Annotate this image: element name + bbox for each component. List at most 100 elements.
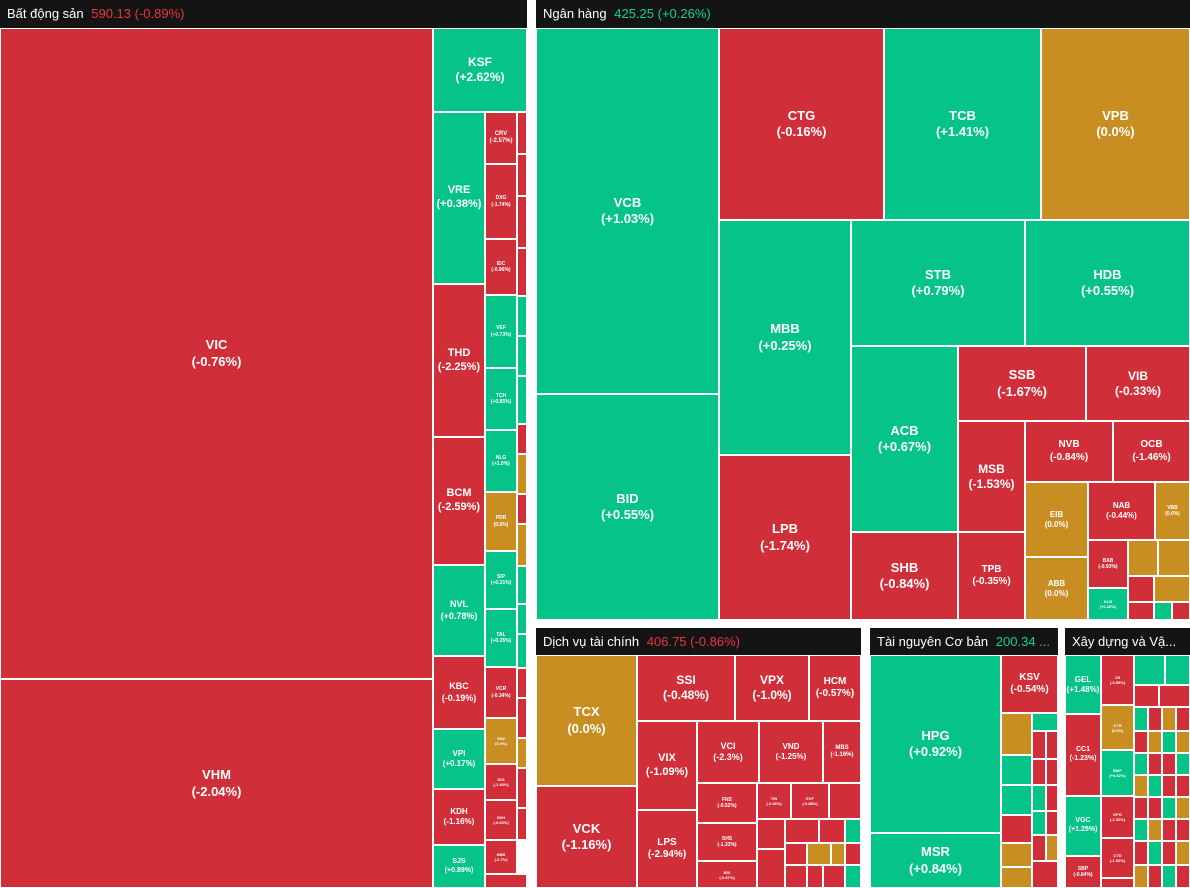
tile-ssh[interactable]: SSH (-0.63%) (485, 800, 517, 840)
tile-abb[interactable]: ABB (0.0%) (1025, 557, 1088, 620)
minor-tile[interactable] (831, 843, 845, 865)
minor-tile[interactable] (1032, 731, 1046, 759)
sector-header[interactable]: Dịch vụ tài chính 406.75 (-0.86%) (536, 628, 861, 656)
minor-tile[interactable] (1148, 731, 1162, 753)
minor-tile[interactable] (1176, 731, 1190, 753)
minor-tile[interactable] (1134, 731, 1148, 753)
minor-tile[interactable] (517, 566, 527, 604)
minor-tile[interactable] (1176, 865, 1190, 888)
minor-tile[interactable] (1046, 731, 1058, 759)
tile-shs[interactable]: SHS (-1.33%) (697, 823, 757, 861)
tile-snz[interactable]: SNZ (0.0%) (485, 718, 517, 764)
tile-dxg[interactable]: DXG (-1.74%) (485, 164, 517, 239)
tile-eib[interactable]: EIB (0.0%) (1025, 482, 1088, 557)
minor-tile[interactable] (1176, 775, 1190, 797)
minor-tile[interactable] (517, 376, 527, 424)
tile-lpb[interactable]: LPB (-1.74%) (719, 455, 851, 620)
minor-tile[interactable] (1162, 865, 1176, 888)
minor-tile[interactable] (1046, 785, 1058, 811)
tile-vci[interactable]: VCI (-2.3%) (697, 721, 759, 783)
sector-header[interactable]: Tài nguyên Cơ bản 200.34 ... (870, 628, 1058, 656)
tile-klb[interactable]: KLB (+0.28%) (1088, 588, 1128, 620)
minor-tile[interactable] (517, 248, 527, 296)
tile-cii[interactable]: CII (-0.55%) (1101, 655, 1134, 705)
tile-sip[interactable]: SIP (+0.21%) (485, 551, 517, 609)
minor-tile[interactable] (1001, 785, 1032, 815)
tile-kdh[interactable]: KDH (-1.16%) (433, 789, 485, 845)
tile-tch[interactable]: TCH (+0.85%) (485, 368, 517, 430)
minor-tile[interactable] (1176, 797, 1190, 819)
minor-tile[interactable] (1148, 819, 1162, 841)
tile-ocb[interactable]: OCB (-1.46%) (1113, 421, 1190, 482)
tile-vhm[interactable]: VHM (-2.04%) (0, 679, 433, 888)
tile-dig[interactable]: DIG (-1.44%) (485, 764, 517, 800)
tile-vic[interactable]: VIC (-0.76%) (0, 28, 433, 679)
minor-tile[interactable] (1032, 861, 1058, 888)
minor-tile[interactable] (807, 843, 831, 865)
tile-idc[interactable]: IDC (-0.96%) (485, 239, 517, 295)
minor-tile[interactable] (1176, 753, 1190, 775)
minor-tile[interactable] (1134, 707, 1148, 731)
minor-tile[interactable] (1001, 867, 1032, 888)
tile-msr[interactable]: MSR (+0.84%) (870, 833, 1001, 888)
minor-tile[interactable] (1128, 576, 1154, 602)
minor-tile[interactable] (1046, 759, 1058, 785)
tile-tpb[interactable]: TPB (-0.35%) (958, 532, 1025, 620)
tile-tcx[interactable]: TCX (0.0%) (536, 655, 637, 786)
tile-ssb[interactable]: SSB (-1.67%) (958, 346, 1086, 421)
minor-tile[interactable] (1158, 540, 1190, 576)
minor-tile[interactable] (1128, 602, 1154, 620)
tile-vpx[interactable]: VPX (-1.0%) (735, 655, 809, 721)
minor-tile[interactable] (1154, 602, 1172, 620)
minor-tile[interactable] (1101, 878, 1134, 888)
minor-tile[interactable] (1032, 785, 1046, 811)
minor-tile[interactable] (517, 604, 527, 634)
tile-shb[interactable]: SHB (-0.84%) (851, 532, 958, 620)
minor-tile[interactable] (517, 424, 527, 454)
minor-tile[interactable] (517, 698, 527, 738)
tile-ssi[interactable]: SSI (-0.48%) (637, 655, 735, 721)
tile-vre[interactable]: VRE (+0.38%) (433, 112, 485, 284)
tile-nab[interactable]: NAB (-0.44%) (1088, 482, 1155, 540)
minor-tile[interactable] (1046, 811, 1058, 835)
tile-gel[interactable]: GEL (+1.48%) (1065, 655, 1101, 714)
minor-tile[interactable] (1032, 759, 1046, 785)
tile-nbb[interactable]: NBB (-0.7%) (485, 840, 517, 874)
minor-tile[interactable] (517, 112, 527, 154)
minor-tile[interactable] (1162, 731, 1176, 753)
tile-vcr[interactable]: VCR (-0.34%) (485, 667, 517, 718)
tile-bmp[interactable]: BMP (+0.62%) (1101, 750, 1134, 796)
tile-bab[interactable]: BAB (-0.93%) (1088, 540, 1128, 588)
minor-tile[interactable] (845, 865, 861, 888)
tile-hdb[interactable]: HDB (+0.55%) (1025, 220, 1190, 346)
minor-tile[interactable] (517, 808, 527, 840)
minor-tile[interactable] (1148, 775, 1162, 797)
minor-tile[interactable] (1176, 819, 1190, 841)
tile-ksf[interactable]: KSF (+2.62%) (433, 28, 527, 112)
tile-vbb[interactable]: VBB (0.0%) (1155, 482, 1190, 540)
minor-tile[interactable] (1176, 707, 1190, 731)
tile-vgc[interactable]: VGC (+1.25%) (1065, 796, 1101, 856)
minor-tile[interactable] (785, 819, 819, 843)
tile-tcb[interactable]: TCB (+1.41%) (884, 28, 1041, 220)
minor-tile[interactable] (829, 783, 861, 819)
tile-bsi[interactable]: BSI (-0.67%) (697, 861, 757, 888)
minor-tile[interactable] (1134, 797, 1148, 819)
minor-tile[interactable] (1001, 755, 1032, 785)
tile-kbc[interactable]: KBC (-0.19%) (433, 656, 485, 729)
minor-tile[interactable] (1162, 707, 1176, 731)
minor-tile[interactable] (517, 296, 527, 336)
minor-tile[interactable] (485, 874, 527, 888)
tile-thd[interactable]: THD (-2.25%) (433, 284, 485, 437)
tile-sbp[interactable]: SBP (-0.64%) (1065, 856, 1101, 888)
tile-sjs[interactable]: SJS (+0.89%) (433, 845, 485, 888)
minor-tile[interactable] (845, 819, 861, 843)
tile-tal[interactable]: TAL (+0.35%) (485, 609, 517, 667)
tile-vck[interactable]: VCK (-1.16%) (536, 786, 637, 888)
minor-tile[interactable] (807, 865, 823, 888)
tile-vib[interactable]: VIB (-0.33%) (1086, 346, 1190, 421)
minor-tile[interactable] (517, 154, 527, 196)
tile-evf[interactable]: EVF (-0.88%) (791, 783, 829, 819)
minor-tile[interactable] (757, 819, 785, 849)
minor-tile[interactable] (1165, 655, 1190, 685)
